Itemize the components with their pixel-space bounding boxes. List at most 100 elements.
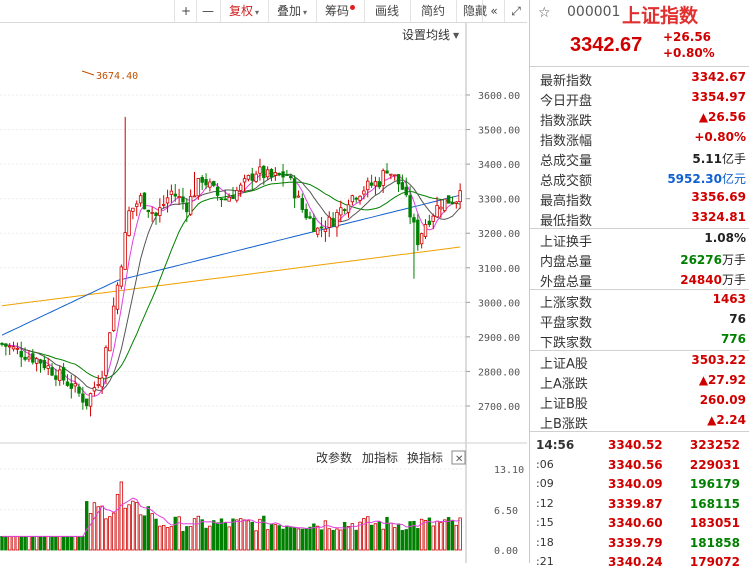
change-params-button[interactable]: 改参数 [316,450,352,465]
candle-body [81,393,85,403]
y-axis-tick-label: 3200.00 [478,229,520,240]
candle-body [115,284,120,310]
y-axis-tick-label: 2900.00 [478,333,520,344]
candle-body [7,345,12,348]
stat-label: 上B涨跌 [540,417,588,432]
candle-body [158,207,162,216]
divider [530,289,749,290]
volume-bar [416,528,420,551]
stat-row: 总成交量 5.11亿手 [530,148,749,169]
toolbar-hide-button[interactable]: 隐藏 [456,0,493,22]
candle-body [439,206,443,210]
candle-body [4,343,8,347]
candle-body [454,201,458,204]
candle-body [96,384,100,386]
volume-axis-label: 13.10 [494,465,524,476]
tick-price: 3340.09 [608,477,663,491]
kline-chart[interactable]: 3600.00 3500.00 3400.00 3300.00 3200.00 3100.… [0,23,527,563]
candle-body [362,190,366,195]
stat-number: 76 [729,312,746,326]
y-axis-tick-label: 3300.00 [478,195,520,206]
candle-body [269,168,274,178]
volume-bar [381,528,385,551]
toolbar-adjust-button[interactable]: 复权 ▾ [220,0,267,22]
candle-body [119,266,124,287]
volume-bar [419,518,424,551]
ma-settings-button[interactable]: 设置均线 [402,28,450,42]
y-axis-tick-label: 3500.00 [478,126,520,137]
volume-bar [58,535,62,551]
candle-body [54,375,58,380]
candle-body [146,209,150,213]
volume-bar [315,525,320,551]
candle-body [358,195,362,201]
candle-body [219,198,224,201]
stat-value: 3324.81 [691,210,746,224]
volume-bar [342,521,347,551]
y-axis-tick-label: 3100.00 [478,264,520,275]
stat-value: +0.80% [694,130,746,144]
volume-bar [323,520,328,551]
ma20-line [1,181,461,380]
ma120-line [1,246,461,307]
volume-bar [331,529,335,551]
candle-body [69,383,73,389]
candle-body [61,367,66,381]
candle-body [369,182,374,186]
volume-bar [146,506,150,551]
toolbar-label: + [180,4,192,18]
candle-body [15,347,20,350]
toolbar-overlay-button[interactable]: 叠加 ▾ [268,0,315,22]
stat-label: 上证A股 [540,357,588,372]
volume-bar [123,507,127,551]
switch-indicator-button[interactable]: 换指标 [407,450,443,465]
volume-bar [281,528,285,551]
volume-bar [173,516,177,551]
candle-body [104,347,108,376]
volume-bar [65,535,70,551]
peak-arrow [81,70,95,76]
volume-bar [38,535,43,551]
volume-axis-label: 0.00 [494,546,518,557]
toolbar-collapse-button[interactable]: « [482,0,505,22]
toolbar-chips-button[interactable]: 筹码 [316,0,363,22]
add-indicator-button[interactable]: 加指标 [362,450,398,465]
candle-body [192,195,197,198]
candle-body [111,305,116,331]
volume-bar [308,526,312,551]
toolbar-expand-button[interactable]: ⤢ [504,0,527,22]
stat-label: 上涨家数 [540,296,593,311]
candle-body [292,178,297,199]
volume-bar [81,535,85,551]
toolbar-zoom-out-button[interactable]: — [196,0,219,22]
volume-bar [454,524,458,551]
candle-body [419,233,424,245]
candle-body [42,360,47,369]
divider [530,66,749,67]
candle-body [212,181,216,186]
tick-volume: 179072 [689,555,740,569]
tick-time: 14:56 [536,438,575,452]
candle-body [85,398,89,407]
close-indicator-button[interactable] [451,450,466,465]
toolbar-draw-button[interactable]: 画线 [364,0,409,22]
peak-value-label: 3674.40 [96,71,138,82]
volume-bar [389,522,393,551]
tick-volume: 181858 [689,535,740,550]
stat-label: 上A涨跌 [540,377,588,392]
volume-bar [54,535,58,551]
candle-body [416,219,420,246]
toolbar-zoom-in-button[interactable]: + [174,0,197,22]
tick-time: :06 [536,457,554,471]
volume-bar [188,526,193,551]
volume-bar [69,535,73,551]
candle-body [135,203,139,207]
favorite-star-icon[interactable]: ☆ [538,5,551,21]
kline-chart-area[interactable]: 3600.00 3500.00 3400.00 3300.00 3200.00 3100.… [0,23,527,563]
volume-bar [362,518,366,551]
stat-row: 外盘总量 24840万手 [530,269,749,290]
volume-bar [400,530,405,551]
volume-bar [262,515,266,551]
toolbar-simple-button[interactable]: 简约 [410,0,455,22]
stat-value: 260.09 [700,393,746,407]
